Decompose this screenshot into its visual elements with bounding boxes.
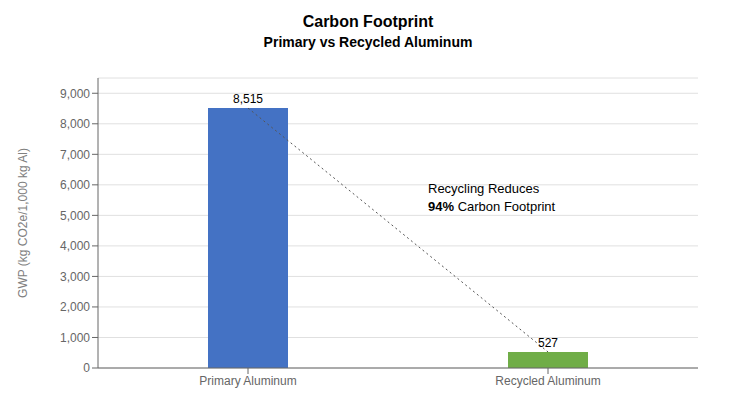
svg-text:Recycled Aluminum: Recycled Aluminum xyxy=(495,374,600,388)
svg-text:5,000: 5,000 xyxy=(60,209,90,223)
svg-text:9,000: 9,000 xyxy=(60,87,90,101)
svg-text:Primary Aluminum: Primary Aluminum xyxy=(199,374,296,388)
html-text:Primary vs Recycled Aluminum: Primary vs Recycled Aluminum xyxy=(263,34,473,50)
svg-text:8,000: 8,000 xyxy=(60,117,90,131)
svg-text:1,000: 1,000 xyxy=(60,331,90,345)
svg-text:4,000: 4,000 xyxy=(60,239,90,253)
svg-text:GWP (kg CO2e/1,000 kg Al): GWP (kg CO2e/1,000 kg Al) xyxy=(16,148,30,298)
svg-text:6,000: 6,000 xyxy=(60,178,90,192)
svg-text:8,515: 8,515 xyxy=(233,92,263,106)
svg-text:3,000: 3,000 xyxy=(60,270,90,284)
svg-text:0: 0 xyxy=(83,361,90,375)
svg-text:7,000: 7,000 xyxy=(60,148,90,162)
html-text:Carbon Footprint: Carbon Footprint xyxy=(302,13,434,30)
svg-text:527: 527 xyxy=(538,336,558,350)
html-text:Recycling Reduces: Recycling Reduces xyxy=(428,181,540,196)
svg-text:2,000: 2,000 xyxy=(60,300,90,314)
html-text:94% Carbon Footprint: 94% Carbon Footprint xyxy=(428,199,556,214)
